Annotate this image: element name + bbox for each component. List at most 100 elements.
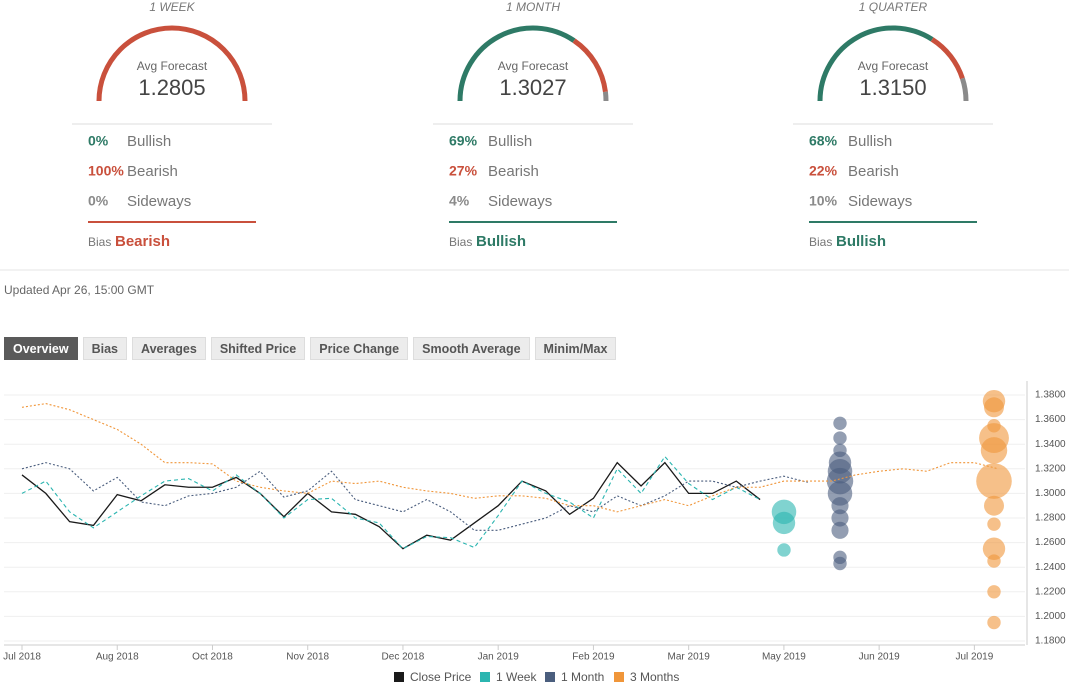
x-tick-label: Nov 2018 [286,652,329,663]
forecast-bubble [987,554,1001,568]
x-tick-label: Dec 2018 [382,652,425,663]
series-line [21,403,999,513]
gauge-segment [960,77,969,102]
row-label: Bullish [127,133,171,150]
avg-label: Avg Forecast [137,59,208,73]
y-tick-label: 1.3400 [1035,439,1066,450]
panel-title: 1 MONTH [506,0,560,14]
tab[interactable]: Price Change [310,337,409,360]
row-percent: 10% [809,193,838,209]
tab-bar: Overview Bias Averages Shifted Price Price C… [4,337,617,360]
panel-title: 1 WEEK [149,0,195,14]
row-label: Bearish [848,163,899,180]
row-percent: 22% [809,163,838,179]
row-label: Sideways [488,193,552,210]
tab[interactable]: Minim/Max [534,337,617,360]
gauge-segment [817,25,934,102]
panel-title: 1 QUARTER [859,0,928,14]
bias-value: Bearish [115,233,170,250]
row-percent: 27% [449,163,478,179]
y-tick-label: 1.2200 [1035,586,1066,597]
bias-label: Bias [88,235,111,249]
forecast-bubble [827,481,853,506]
legend-label: 1 Week [496,670,537,684]
x-tick-label: Feb 2019 [572,652,615,663]
forecast-bubble [831,497,849,515]
bias-label: Bias [449,235,472,249]
tab[interactable]: Shifted Price [210,337,306,360]
row-percent: 0% [88,193,109,209]
x-tick-label: Aug 2018 [96,652,139,663]
y-tick-label: 1.3800 [1035,390,1066,401]
forecast-bubble [984,495,1004,516]
y-tick-label: 1.1800 [1035,636,1066,647]
y-tick-label: 1.3000 [1035,488,1066,499]
gauge-segment [930,37,965,80]
y-tick-label: 1.2600 [1035,537,1066,548]
bias-value: Bullish [836,233,886,250]
y-tick-label: 1.3600 [1035,414,1066,425]
tab[interactable]: Averages [132,337,206,360]
series-line [21,461,761,550]
row-label: Bullish [848,133,892,150]
gauge-segment [572,38,608,93]
legend-label: 1 Month [561,670,604,684]
avg-label: Avg Forecast [858,59,929,73]
row-percent: 0% [88,133,109,149]
forecast-bubble [831,509,849,527]
forecast-bubble [772,511,796,535]
forecast-bubble [984,397,1004,418]
row-percent: 69% [449,133,478,149]
x-tick-label: Jul 2018 [3,652,41,663]
row-label: Bearish [127,163,178,180]
bias-label: Bias [809,235,832,249]
y-tick-label: 1.2000 [1035,611,1066,622]
avg-value: 1.3027 [499,75,566,100]
forecast-bubble [980,437,1008,464]
tab[interactable]: Smooth Average [413,337,530,360]
tab[interactable]: Overview [4,337,78,360]
gauge-segment [457,25,576,102]
legend-swatch [545,672,555,682]
forecast-bubble [987,585,1001,599]
gauge-segment [96,25,248,102]
avg-label: Avg Forecast [498,59,569,73]
x-tick-label: Mar 2019 [668,652,711,663]
y-tick-label: 1.3200 [1035,463,1066,474]
avg-value: 1.3150 [859,75,926,100]
x-tick-label: Oct 2018 [192,652,233,663]
x-tick-label: May 2019 [762,652,806,663]
row-percent: 4% [449,193,470,209]
forecast-bubble [982,537,1006,560]
legend-swatch [480,672,490,682]
row-label: Sideways [848,193,912,210]
forecast-bubble [777,543,791,557]
forecast-bubble [987,517,1001,531]
x-tick-label: Jun 2019 [859,652,901,663]
series-line [21,462,808,531]
series-line [21,455,761,550]
updated-time: Updated Apr 26, 15:00 GMT [4,283,155,297]
tab[interactable]: Bias [82,337,127,360]
avg-value: 1.2805 [138,75,205,100]
legend-label: Close Price [410,670,472,684]
legend-label: 3 Months [630,670,679,684]
legend-swatch [394,672,404,682]
forecast-bubble [976,463,1012,499]
row-label: Bearish [488,163,539,180]
x-tick-label: Jul 2019 [955,652,993,663]
gauge-segment [602,91,609,102]
row-label: Sideways [127,193,191,210]
forecast-bubble [831,521,849,539]
forecast-bubble [833,431,847,445]
legend-swatch [614,672,624,682]
y-tick-label: 1.2800 [1035,513,1066,524]
bias-value: Bullish [476,233,526,250]
forecast-bubble [987,615,1001,630]
forecast-bubble [833,556,847,571]
chart: 1.1800 1.2000 1.2200 1.2400 1.2600 1.2800 1.30… [3,381,1066,684]
row-percent: 100% [88,163,124,179]
x-tick-label: Jan 2019 [478,652,520,663]
